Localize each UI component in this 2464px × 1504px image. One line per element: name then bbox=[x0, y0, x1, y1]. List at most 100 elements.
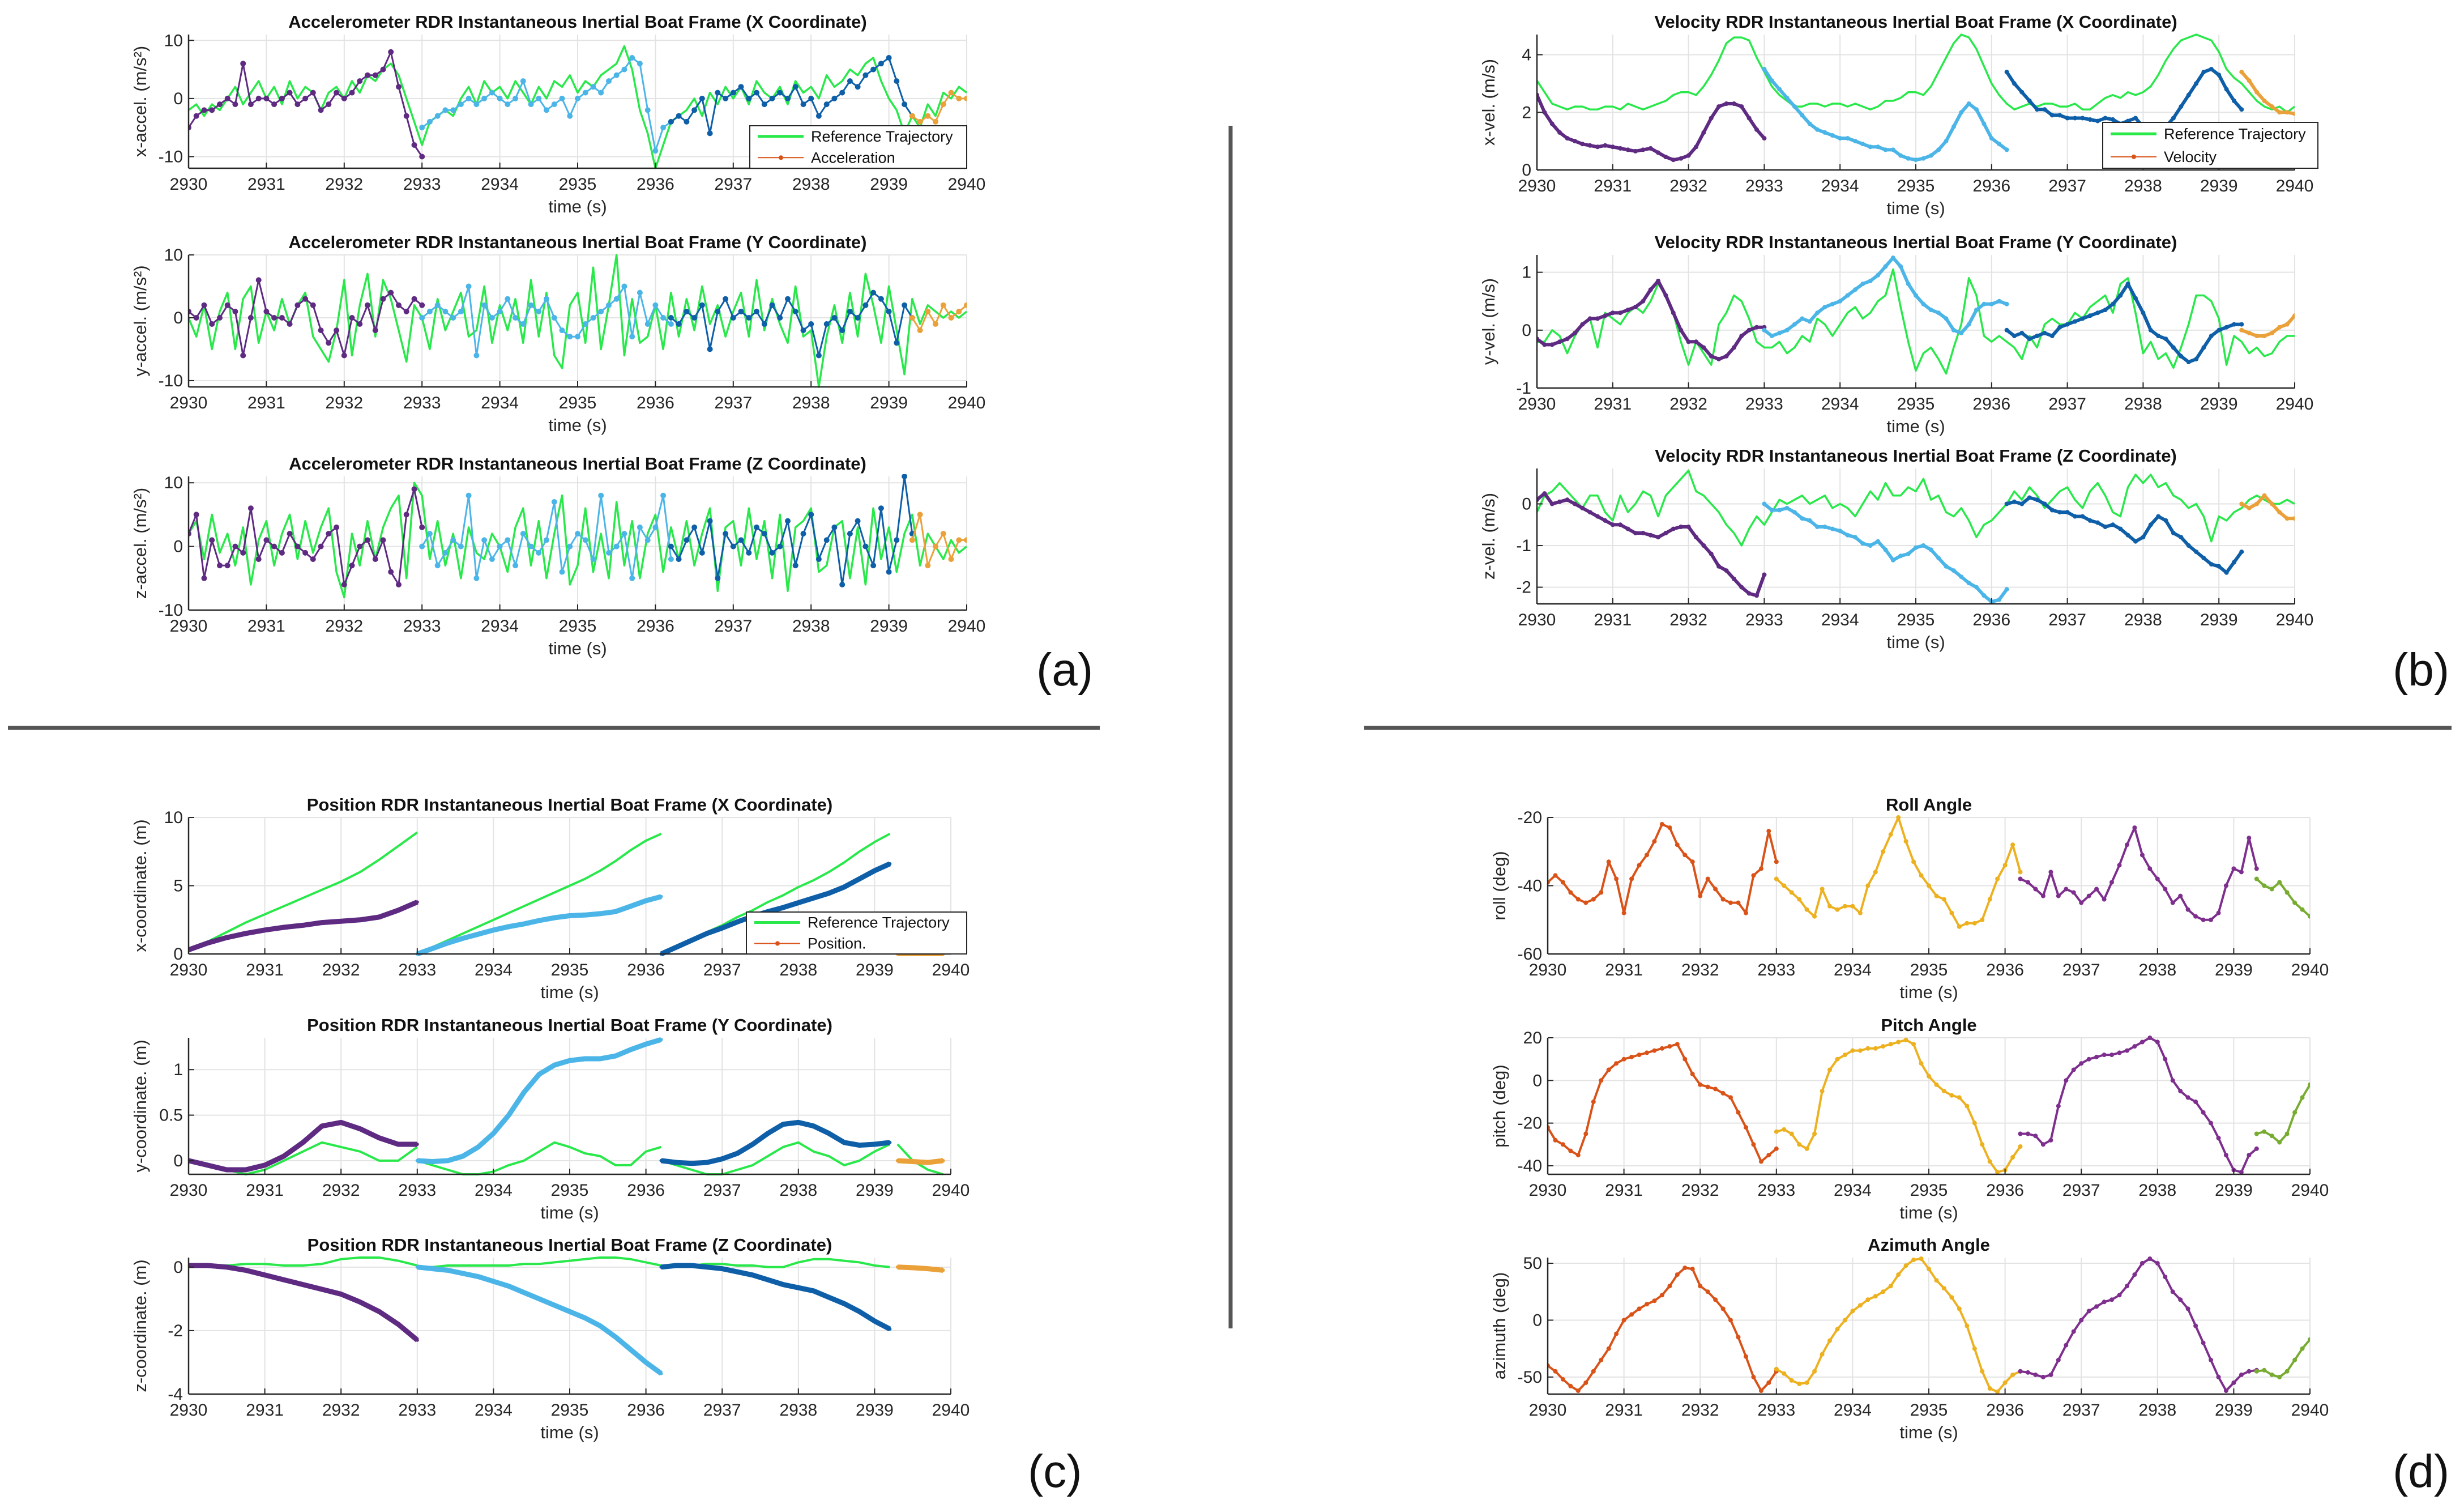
data-point bbox=[2239, 107, 2244, 112]
data-point bbox=[1898, 264, 1903, 269]
data-point bbox=[1690, 1267, 1695, 1272]
data-point bbox=[2201, 917, 2206, 922]
data-point bbox=[411, 296, 417, 302]
data-point bbox=[2194, 549, 2199, 555]
series-group bbox=[1537, 469, 2295, 604]
data-point bbox=[1995, 1390, 2000, 1394]
chart-title: Position RDR Instantaneous Inertial Boat… bbox=[308, 1235, 832, 1255]
data-point bbox=[458, 308, 464, 314]
data-point bbox=[2284, 516, 2290, 521]
x-tick-label: 2932 bbox=[1669, 177, 1707, 195]
data-point bbox=[1850, 904, 1855, 909]
y-tick-label: 0 bbox=[173, 309, 183, 327]
data-point bbox=[1744, 1354, 1748, 1359]
data-point bbox=[781, 1283, 785, 1286]
data-point bbox=[2027, 495, 2032, 500]
x-tick-label: 2932 bbox=[1681, 961, 1719, 979]
data-point bbox=[699, 95, 705, 101]
data-point bbox=[1868, 144, 1873, 150]
data-point bbox=[1751, 1374, 1756, 1379]
data-point bbox=[446, 1158, 450, 1162]
data-point bbox=[894, 340, 900, 346]
data-point bbox=[948, 315, 954, 321]
data-point bbox=[1919, 1061, 1924, 1066]
data-point bbox=[812, 1124, 815, 1128]
data-point bbox=[1560, 1142, 1565, 1147]
data-point bbox=[1989, 136, 1994, 141]
data-point bbox=[1572, 139, 1577, 144]
data-point bbox=[1873, 1294, 1878, 1299]
x-tick-label: 2938 bbox=[792, 394, 830, 412]
data-point bbox=[2186, 543, 2191, 548]
data-point bbox=[831, 95, 838, 101]
data-point bbox=[415, 1338, 419, 1342]
x-tick-label: 2937 bbox=[714, 617, 752, 636]
data-point bbox=[442, 308, 449, 314]
data-point bbox=[551, 315, 557, 321]
data-point bbox=[2239, 1372, 2244, 1377]
data-point bbox=[1557, 339, 1562, 344]
data-point bbox=[878, 296, 884, 302]
series-line-reference-segment-2 bbox=[416, 833, 662, 955]
data-point bbox=[2004, 70, 2009, 75]
series-group bbox=[1548, 815, 2310, 929]
data-point bbox=[1762, 67, 1767, 71]
data-point bbox=[1835, 907, 1840, 912]
data-point bbox=[1827, 904, 1832, 909]
x-tick-label: 2935 bbox=[559, 617, 597, 636]
subplot-a-3: 2930 2931 2932 2933 2934 2935 2936 2937 2938 2939… bbox=[130, 454, 985, 658]
x-tick-label: 2939 bbox=[2215, 1181, 2253, 1200]
y-tick-label: 1 bbox=[173, 1060, 183, 1079]
data-point bbox=[357, 543, 363, 549]
data-point bbox=[1667, 1284, 1672, 1289]
data-point bbox=[1944, 139, 1949, 144]
data-point bbox=[326, 101, 332, 108]
data-point bbox=[217, 563, 223, 569]
data-point bbox=[217, 315, 223, 321]
data-point bbox=[450, 537, 456, 543]
data-point bbox=[206, 941, 210, 945]
x-tick-label: 2937 bbox=[714, 394, 752, 412]
data-point bbox=[1881, 849, 1886, 854]
data-point bbox=[2239, 70, 2244, 75]
data-point bbox=[320, 1288, 324, 1291]
chart-title: Accelerometer RDR Instantaneous Inertial… bbox=[289, 232, 867, 252]
y-tick-label: -2 bbox=[168, 1322, 183, 1340]
data-point bbox=[2033, 1372, 2038, 1377]
data-point bbox=[644, 537, 651, 543]
series-line-reference-trajectory bbox=[1537, 33, 2295, 114]
data-point bbox=[1637, 1306, 1642, 1311]
data-point bbox=[1728, 1095, 1733, 1100]
data-point bbox=[476, 1275, 480, 1279]
data-point bbox=[2033, 1134, 2038, 1139]
data-point bbox=[326, 531, 332, 537]
data-point bbox=[676, 113, 682, 119]
x-tick-label: 2938 bbox=[2124, 611, 2162, 629]
y-tick-label: 0 bbox=[173, 1152, 183, 1170]
data-point bbox=[430, 1267, 434, 1271]
data-point bbox=[2042, 107, 2047, 112]
x-axis-label: time (s) bbox=[548, 415, 607, 435]
legend-marker bbox=[779, 155, 783, 160]
data-point bbox=[873, 869, 877, 872]
x-tick-label: 2938 bbox=[2138, 961, 2176, 979]
legend-marker bbox=[2132, 154, 2136, 159]
data-point bbox=[690, 938, 694, 942]
data-point bbox=[1610, 522, 1615, 527]
data-point bbox=[271, 543, 277, 549]
data-point bbox=[1641, 531, 1646, 535]
data-point bbox=[442, 549, 449, 556]
data-point bbox=[528, 543, 534, 549]
data-point bbox=[2170, 900, 2175, 905]
data-point bbox=[1807, 319, 1812, 324]
data-point bbox=[652, 524, 659, 530]
data-point bbox=[489, 556, 495, 563]
data-point bbox=[1575, 1388, 1581, 1393]
data-point bbox=[426, 531, 433, 537]
x-tick-label: 2930 bbox=[170, 617, 208, 636]
data-point bbox=[1663, 293, 1668, 298]
data-point bbox=[1599, 890, 1604, 895]
data-point bbox=[567, 113, 573, 119]
data-point bbox=[2071, 1067, 2076, 1072]
data-point bbox=[1675, 1272, 1680, 1277]
